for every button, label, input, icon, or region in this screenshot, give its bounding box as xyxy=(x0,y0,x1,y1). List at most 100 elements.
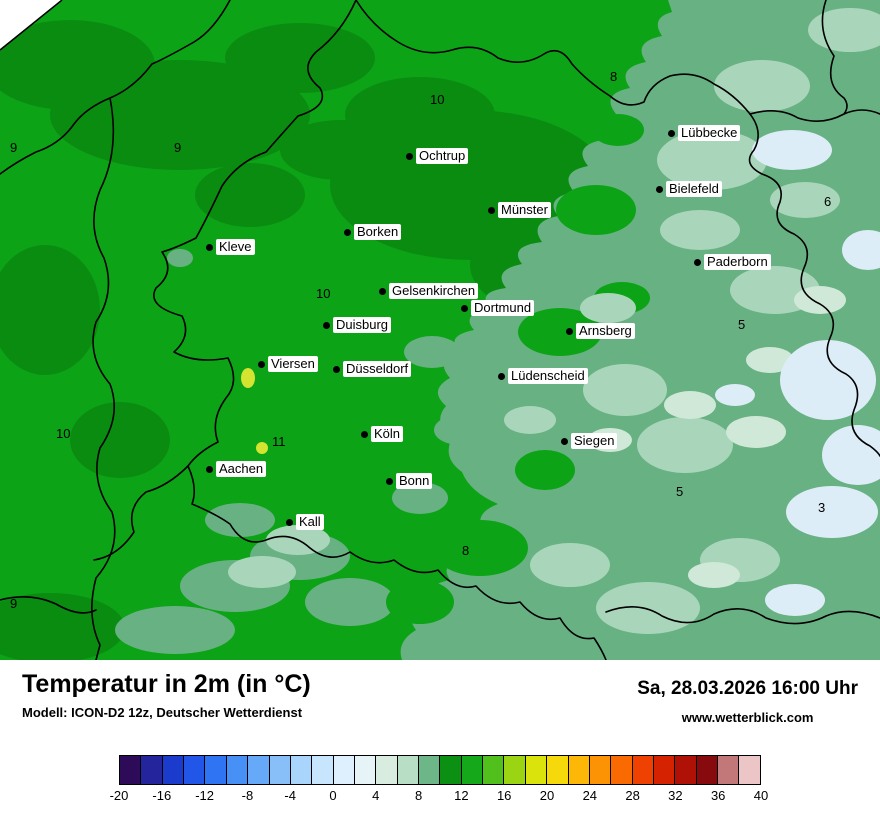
temp-layer: 9 9 10 8 6 10 5 10 11 5 3 8 9 xyxy=(10,69,832,611)
city-marker: Bonn xyxy=(386,473,433,489)
city-dot xyxy=(386,477,393,485)
legend-cell xyxy=(674,756,696,784)
legend-cell xyxy=(204,756,226,784)
legend-cell xyxy=(183,756,205,784)
map-domain-corner-line xyxy=(0,0,63,51)
temperature-value: 9 xyxy=(10,596,18,611)
city-marker: Borken xyxy=(344,224,402,240)
city-dot xyxy=(566,327,573,335)
legend-tick-label: 36 xyxy=(710,788,726,803)
map-border-lines xyxy=(0,0,880,660)
temperature-value: 10 xyxy=(316,286,331,301)
legend-cell xyxy=(418,756,440,784)
city-dot xyxy=(206,465,213,473)
city-label: Duisburg xyxy=(333,317,392,333)
city-dot xyxy=(361,430,368,438)
temperature-value: 10 xyxy=(430,92,445,107)
city-label: Köln xyxy=(371,426,404,442)
temperature-value: 9 xyxy=(10,140,18,155)
city-dot xyxy=(323,321,330,329)
city-dot xyxy=(461,304,468,312)
city-label: Düsseldorf xyxy=(343,361,412,377)
legend-tick-label: 16 xyxy=(496,788,512,803)
model-info: Modell: ICON-D2 12z, Deutscher Wetterdie… xyxy=(22,705,303,720)
city-label: Bonn xyxy=(396,473,433,489)
legend-cell xyxy=(353,756,376,784)
legend-tick-label: -8 xyxy=(241,788,254,803)
legend-cell xyxy=(225,756,248,784)
city-label: Bielefeld xyxy=(666,181,722,197)
legend-cell xyxy=(610,756,632,784)
legend-tick-label: 32 xyxy=(668,788,683,803)
city-marker: Ochtrup xyxy=(406,148,469,164)
temperature-value: 3 xyxy=(818,500,826,515)
city-marker: Kall xyxy=(286,514,324,530)
temperature-value: 5 xyxy=(676,484,684,499)
legend-cell xyxy=(588,756,611,784)
city-marker: Siegen xyxy=(561,433,618,449)
city-label: Arnsberg xyxy=(576,323,635,339)
temperature-map-svg xyxy=(0,0,880,660)
city-label: Paderborn xyxy=(704,254,771,270)
legend-cell xyxy=(567,756,589,784)
map-warm-yellow-spots xyxy=(241,368,268,454)
legend-cell xyxy=(460,756,483,784)
legend-cell xyxy=(439,756,461,784)
footer-text-rows: Temperatur in 2m (in °C) Modell: ICON-D2… xyxy=(0,660,880,725)
city-label: Kall xyxy=(296,514,324,530)
city-label: Ochtrup xyxy=(416,148,469,164)
city-marker: Lüdenscheid xyxy=(498,368,588,384)
map-light-mint-patches xyxy=(588,286,846,588)
legend-tick-label: 28 xyxy=(625,788,640,803)
legend-tick-label: 0 xyxy=(329,788,337,803)
legend-cell xyxy=(631,756,653,784)
footer-left: Temperatur in 2m (in °C) Modell: ICON-D2… xyxy=(22,670,311,720)
city-marker: Paderborn xyxy=(694,254,771,270)
city-layer: Ochtrup Lübbecke Bielefeld Münster Borken Kle… xyxy=(206,125,771,530)
city-dot xyxy=(258,360,265,368)
legend-cell xyxy=(311,756,333,784)
legend-cell xyxy=(268,756,290,784)
weather-map: 9 9 10 8 6 10 5 10 11 5 3 8 9 Ochtrup Lübbecke Bielefe… xyxy=(0,0,880,660)
city-marker: Duisburg xyxy=(323,317,392,333)
map-green-patches-over-sage xyxy=(386,114,650,624)
legend-cell xyxy=(524,756,547,784)
legend-tick-label: 24 xyxy=(582,788,598,803)
city-label: Lübbecke xyxy=(678,125,741,141)
legend-tick-label: -16 xyxy=(152,788,172,803)
city-label: Borken xyxy=(354,224,402,240)
city-label: Münster xyxy=(498,202,551,218)
city-label: Dortmund xyxy=(471,300,535,316)
city-dot xyxy=(668,129,675,137)
city-label: Kleve xyxy=(216,239,255,255)
temperature-value: 9 xyxy=(174,140,182,155)
city-label: Aachen xyxy=(216,461,267,477)
legend-cell xyxy=(375,756,397,784)
city-dot xyxy=(206,243,213,251)
temperature-value: 11 xyxy=(272,434,286,449)
city-marker: Köln xyxy=(361,426,404,442)
city-label: Siegen xyxy=(571,433,618,449)
legend-cell xyxy=(396,756,419,784)
city-marker: Gelsenkirchen xyxy=(379,283,479,299)
city-marker: Viersen xyxy=(258,356,318,372)
legend-cell xyxy=(695,756,718,784)
city-dot xyxy=(498,372,505,380)
legend-cell xyxy=(161,756,184,784)
website-url: www.wetterblick.com xyxy=(681,710,814,725)
temperature-value: 5 xyxy=(738,317,746,332)
legend-cell xyxy=(503,756,525,784)
temperature-value: 6 xyxy=(824,194,832,209)
temperature-value: 8 xyxy=(462,543,470,558)
map-pale-blue-patches xyxy=(715,130,880,616)
legend-cell xyxy=(332,756,354,784)
city-marker: Münster xyxy=(488,202,551,218)
legend-cell xyxy=(140,756,162,784)
legend-tick-label: 20 xyxy=(539,788,555,803)
city-dot xyxy=(286,518,293,526)
legend-tick-label: -4 xyxy=(284,788,296,803)
city-dot xyxy=(656,185,663,193)
temperature-value: 8 xyxy=(610,69,618,84)
legend-tick-label: -12 xyxy=(195,788,214,803)
city-dot xyxy=(333,365,340,373)
